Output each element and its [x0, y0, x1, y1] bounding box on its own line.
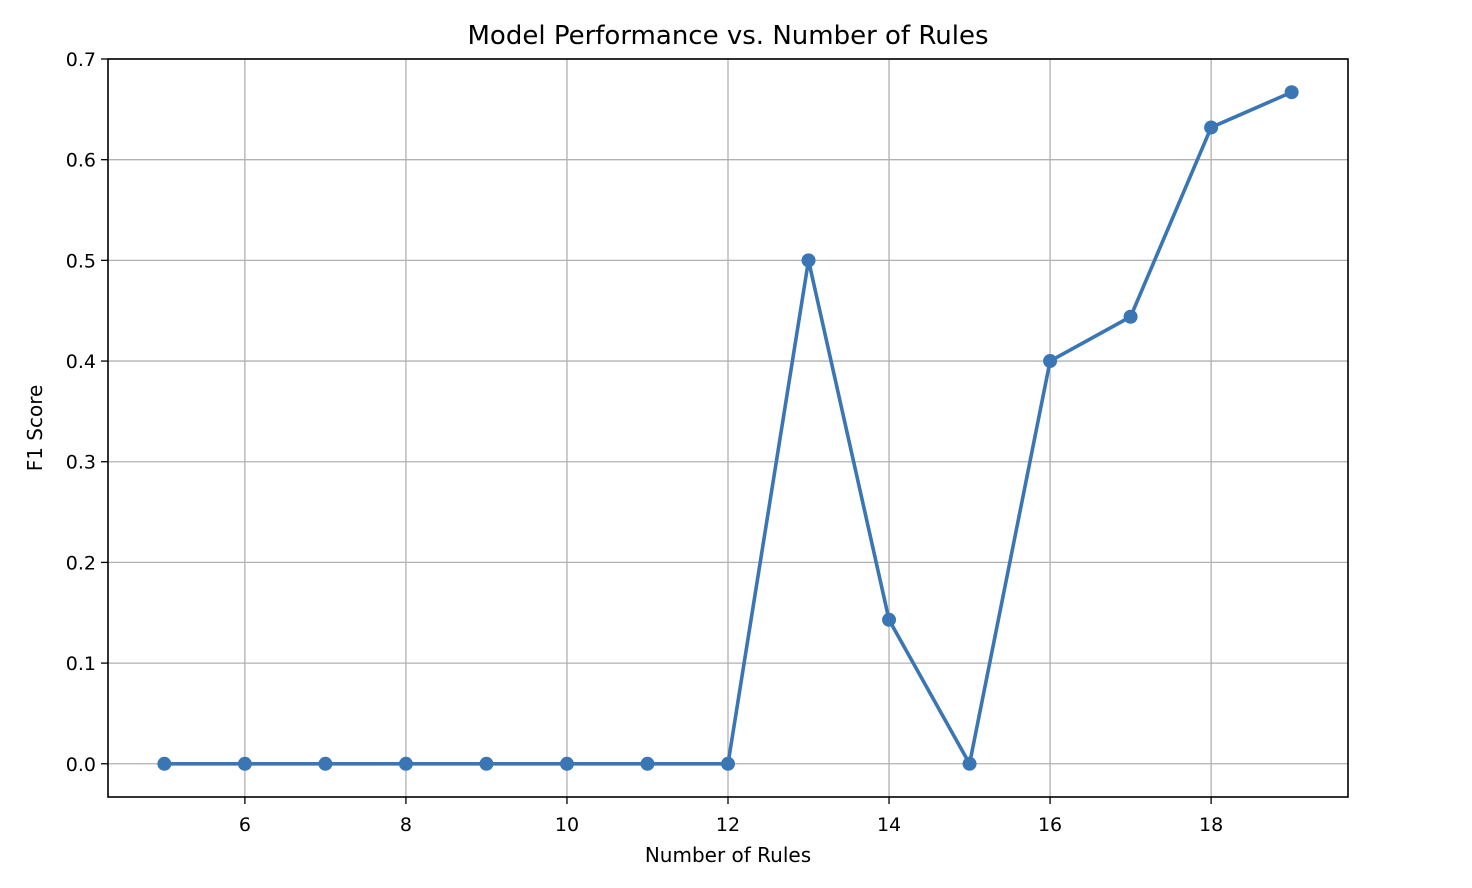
data-point	[318, 756, 333, 771]
data-point	[479, 756, 494, 771]
data-point	[1204, 120, 1219, 135]
data-point	[1284, 85, 1299, 100]
y-axis-label: F1 Score	[23, 385, 47, 472]
data-point	[559, 756, 574, 771]
y-tick-label: 0.2	[66, 552, 96, 574]
y-tick-label: 0.0	[66, 754, 96, 776]
x-tick-label: 8	[400, 814, 412, 836]
x-tick-label: 10	[555, 814, 579, 836]
data-point	[1043, 354, 1058, 369]
data-point	[882, 612, 897, 627]
y-tick-label: 0.5	[66, 250, 96, 272]
grid	[108, 58, 1348, 797]
x-tick-label: 14	[877, 814, 901, 836]
y-tick-label: 0.6	[66, 150, 96, 172]
y-tick-label: 0.1	[66, 653, 96, 675]
data-point	[398, 756, 413, 771]
data-point	[640, 756, 655, 771]
data-point	[801, 253, 816, 268]
chart-title: Model Performance vs. Number of Rules	[468, 21, 989, 51]
y-tick-label: 0.7	[66, 49, 96, 71]
data-point	[721, 756, 735, 771]
x-axis-label: Number of Rules	[645, 843, 811, 867]
data-point	[237, 756, 252, 771]
data-point	[962, 756, 977, 771]
y-tick-label: 0.4	[66, 351, 96, 373]
x-tick-label: 16	[1038, 814, 1062, 836]
data-point	[1123, 309, 1138, 324]
axis-ticks: 6 8 10 12 14 16 18 0.0 0.1 0.2 0.3 0.4 0.5 0.6 0.7	[66, 49, 1223, 836]
x-tick-label: 12	[716, 814, 740, 836]
x-tick-label: 18	[1199, 814, 1223, 836]
y-tick-label: 0.3	[66, 452, 96, 474]
data-point	[157, 756, 172, 771]
x-tick-label: 6	[239, 814, 251, 836]
series-layer	[157, 85, 1299, 771]
